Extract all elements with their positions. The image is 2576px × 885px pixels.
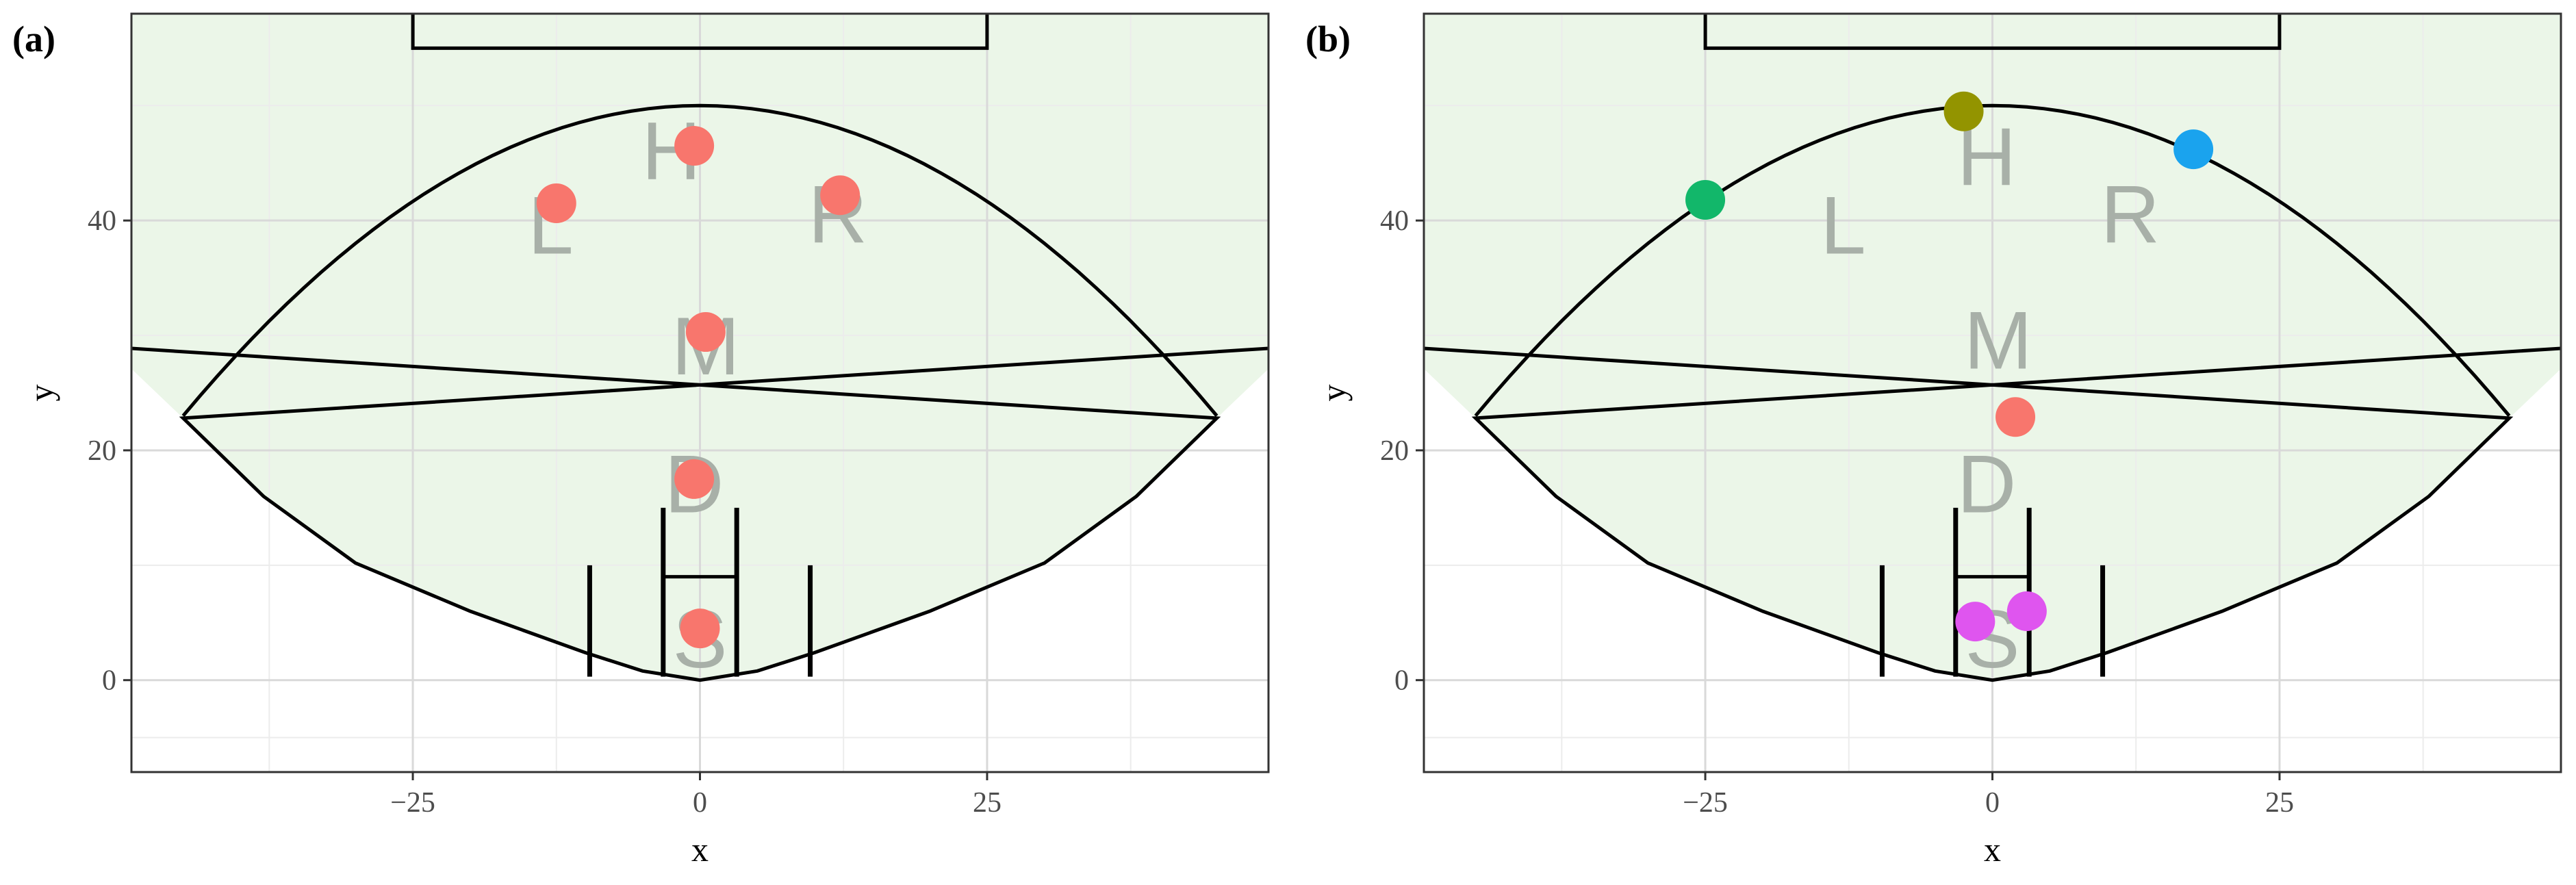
x-tick-label: 0 [693,787,707,819]
x-tick-label: 25 [2265,787,2294,819]
data-point [1995,397,2036,437]
x-tick-label: −25 [1683,787,1728,819]
data-point [674,126,715,166]
arc-line [1474,103,2511,418]
panel-label: (b) [1305,18,1351,60]
data-point [536,183,576,223]
x-axis-title: x [691,830,709,869]
y-axis-title: y [1314,385,1353,402]
top-box-line [1703,14,2282,50]
x-tick-label: 25 [973,787,1002,819]
zone-label-r: R [2100,168,2160,260]
data-point [820,175,860,216]
field-boundary-line [131,346,1268,682]
x-tick-label: 0 [1985,787,2000,819]
y-tick-label: 40 [1380,205,1409,237]
x-tick-label: −25 [390,787,435,819]
y-tick-label: 0 [102,665,116,697]
zone-label-m: M [1964,295,2032,387]
y-axis-title: y [22,385,60,402]
data-point [2006,591,2047,631]
data-point [680,608,720,649]
y-tick-label: 20 [1380,435,1409,467]
arc-line [181,103,1219,418]
field-boundary-line [1424,346,2561,682]
y-tick-label: 20 [88,435,116,467]
y-tick-label: 40 [88,205,116,237]
zone-label-l: L [1820,180,1866,272]
y-tick-label: 0 [1394,665,1409,697]
data-point [2173,129,2214,170]
data-point [1943,91,1984,131]
top-box-line [411,14,989,50]
panel-label: (a) [12,18,55,60]
data-point [674,459,715,499]
x-axis-title: x [1984,830,2001,869]
data-point [685,312,726,352]
zone-label-d: D [1957,438,2017,530]
data-point [1685,179,1726,220]
data-point [1955,602,1995,642]
